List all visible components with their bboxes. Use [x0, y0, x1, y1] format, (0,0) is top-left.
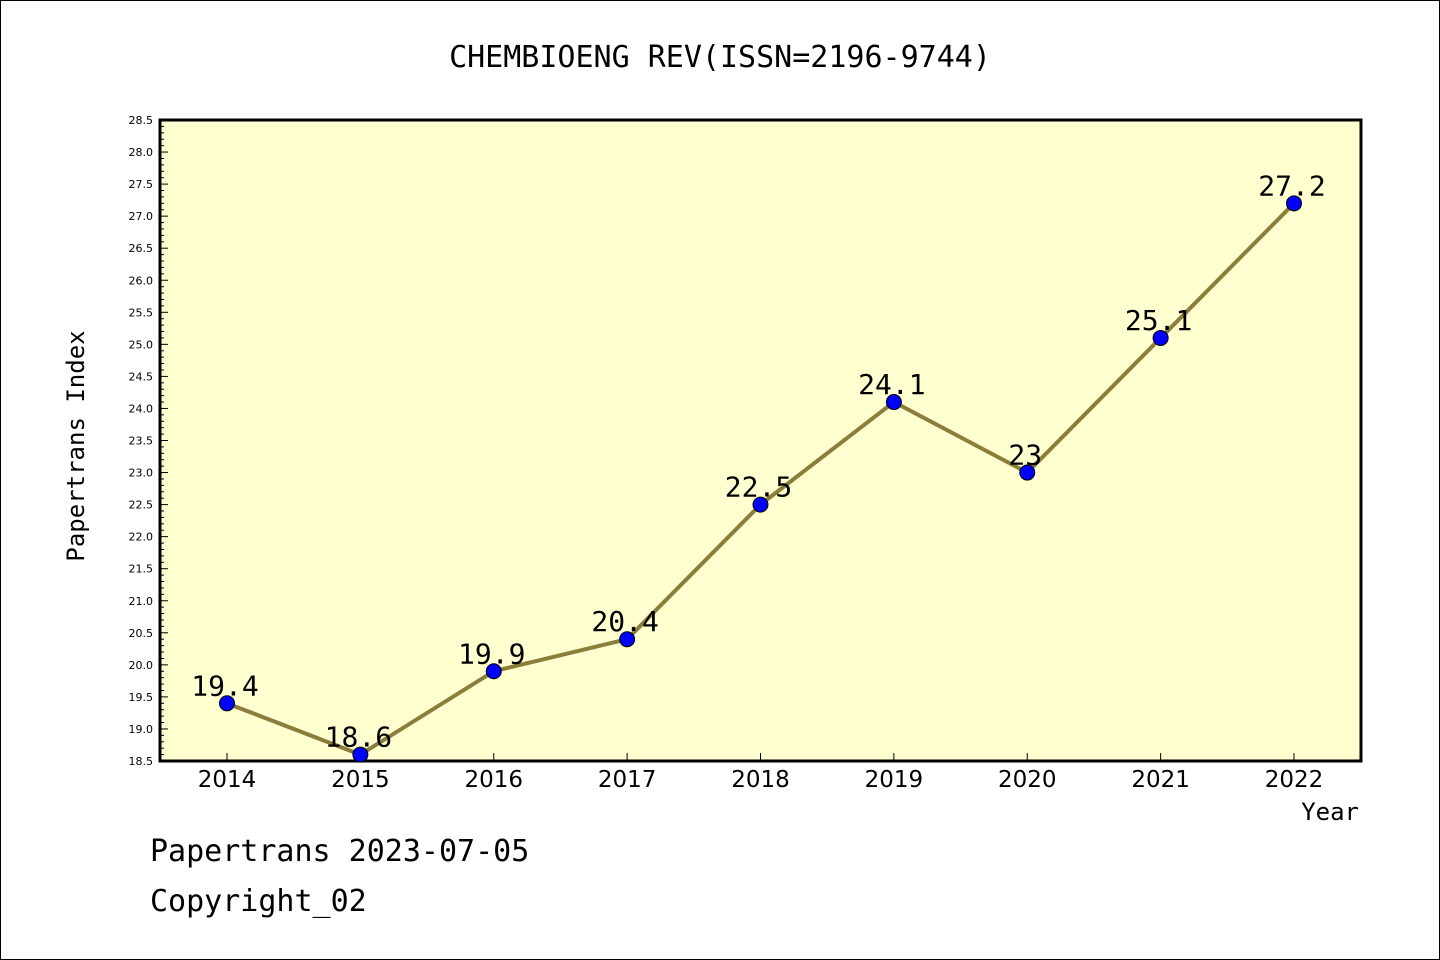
y-tick-label: 22.5: [129, 499, 154, 512]
x-tick-label: 2017: [598, 767, 657, 793]
data-point: [1152, 329, 1169, 346]
y-tick-label: 21.0: [129, 595, 154, 608]
x-axis-label: Year: [1301, 798, 1359, 826]
y-tick-label: 26.5: [129, 242, 154, 255]
y-tick-label: 20.0: [129, 659, 154, 672]
series-layer: 19.4 18.6 19.9 20.4 22.5 24.1 23 25.1 27.2: [191, 169, 1326, 763]
data-label: 22.5: [725, 471, 792, 504]
x-tick-label: 2018: [731, 767, 790, 793]
data-label: 25.1: [1125, 304, 1192, 337]
y-tick-label: 21.5: [129, 563, 154, 576]
plot-area: [158, 118, 1363, 763]
chart-title: CHEMBIOENG REV(ISSN=2196-9744): [449, 40, 991, 75]
x-tick-label: 2021: [1131, 767, 1190, 793]
data-label: 20.4: [591, 605, 658, 638]
y-tick-label: 27.5: [129, 178, 154, 191]
y-tick-label: 23.5: [129, 435, 154, 448]
footer-date: Papertrans 2023-07-05: [150, 834, 530, 869]
data-point: [752, 496, 769, 513]
y-tick-label: 19.0: [129, 723, 154, 736]
data-point: [619, 631, 636, 648]
y-tick-label: 24.5: [129, 370, 154, 383]
y-tick-label: 23.0: [129, 467, 154, 480]
data-point: [485, 663, 502, 680]
y-tick-label: 19.5: [129, 691, 154, 704]
x-tick-label: 2015: [331, 767, 390, 793]
y-tick-label: 28.5: [129, 114, 154, 127]
data-point: [1019, 464, 1036, 481]
y-tick-label: 24.0: [129, 402, 154, 415]
y-tick-label: 25.0: [129, 338, 154, 351]
y-axis: 18.5 19.0 19.5 20.0 20.5 21.0 21.5 22.0 22.5 23.0…: [129, 114, 168, 768]
data-point: [219, 695, 235, 712]
data-label: 18.6: [325, 721, 392, 754]
y-tick-label: 20.5: [129, 627, 154, 640]
data-point: [352, 746, 369, 763]
y-tick-label: 22.0: [129, 531, 154, 544]
data-label: 24.1: [858, 368, 925, 401]
y-tick-label: 28.0: [129, 146, 154, 159]
y-tick-label: 18.5: [129, 755, 154, 768]
x-tick-label: 2016: [464, 767, 523, 793]
data-label: 19.4: [191, 669, 258, 702]
y-tick-label: 25.5: [129, 306, 154, 319]
data-label: 19.9: [458, 637, 525, 670]
x-axis: 2014 2015 2016 2017 2018 2019 2020 2021 2022: [198, 753, 1324, 793]
data-label: 27.2: [1258, 169, 1325, 202]
footer-copyright: Copyright_02: [150, 884, 367, 919]
x-tick-label: 2019: [865, 767, 924, 793]
x-tick-label: 2014: [198, 767, 257, 793]
x-tick-label: 2020: [998, 767, 1057, 793]
x-tick-label: 2022: [1265, 767, 1324, 793]
data-label: 23: [1008, 439, 1042, 472]
data-point: [885, 394, 902, 411]
y-axis-label: Papertrans Index: [62, 330, 90, 561]
data-point: [1286, 195, 1302, 212]
y-tick-label: 27.0: [129, 210, 154, 223]
y-tick-label: 26.0: [129, 274, 154, 287]
